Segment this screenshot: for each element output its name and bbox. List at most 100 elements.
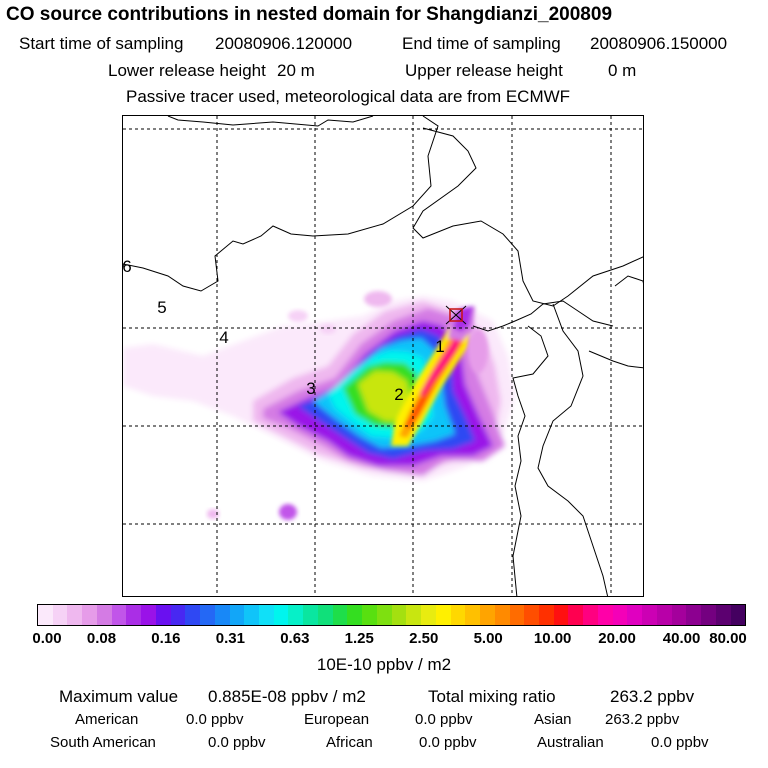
legend-color-cell	[170, 605, 186, 625]
legend-color-cell	[38, 605, 53, 625]
zone-label-1: 1	[435, 337, 445, 356]
upper-height-value: 0 m	[608, 61, 637, 80]
legend-color-cell	[656, 605, 672, 625]
region-name-african: African	[326, 734, 373, 751]
region-name-asian: Asian	[534, 711, 572, 728]
tracer-note: Passive tracer used, meteorological data…	[126, 87, 571, 106]
legend-tick-label: 5.00	[473, 630, 503, 647]
region-value-australian: 0.0 ppbv	[651, 734, 709, 751]
legend-color-cell	[214, 605, 230, 625]
region-name-south-american: South American	[50, 734, 156, 751]
legend-color-cell	[553, 605, 569, 625]
lat-lon-grid	[123, 116, 643, 596]
legend-color-cell	[494, 605, 510, 625]
legend-color-cell	[288, 605, 304, 625]
max-value: 0.885E-08 ppbv / m2	[208, 687, 366, 706]
end-time-value: 20080906.150000	[590, 34, 728, 53]
legend-color-cell	[111, 605, 127, 625]
legend-color-cell	[597, 605, 613, 625]
legend-color-cell	[67, 605, 83, 625]
region-value-european: 0.0 ppbv	[415, 711, 473, 728]
legend-color-cell	[627, 605, 643, 625]
zone-label-5: 5	[157, 298, 167, 317]
legend-color-cell	[303, 605, 318, 625]
legend-color-cell	[52, 605, 68, 625]
legend-color-cell	[509, 605, 525, 625]
legend-color-cell	[715, 605, 731, 625]
legend-color-cell	[185, 605, 201, 625]
legend-color-cell	[480, 605, 495, 625]
end-time-label: End time of sampling	[402, 34, 561, 53]
legend-color-cell	[391, 605, 407, 625]
legend-tick-label: 0.16	[151, 630, 181, 647]
region-name-american: American	[75, 711, 139, 728]
legend-color-cell	[686, 605, 702, 625]
legend-color-cell	[730, 605, 746, 625]
legend-color-cell	[362, 605, 377, 625]
legend-color-cell	[200, 605, 215, 625]
legend-tick-label: 0.00	[32, 630, 62, 647]
region-value-south-american: 0.0 ppbv	[208, 734, 266, 751]
legend-color-cell	[244, 605, 260, 625]
region-name-australian: Australian	[537, 734, 604, 751]
upper-height-label: Upper release height	[405, 61, 563, 80]
zone-label-6: 6	[122, 257, 132, 276]
zone-label-3: 3	[306, 379, 316, 398]
legend-color-cell	[96, 605, 112, 625]
lower-height-value: 20 m	[277, 61, 315, 80]
legend-tick-label: 1.25	[344, 630, 374, 647]
legend-color-cell	[141, 605, 156, 625]
region-value-american: 0.0 ppbv	[186, 711, 244, 728]
legend-tick-label: 0.08	[86, 630, 117, 647]
start-time-label: Start time of sampling	[19, 34, 184, 53]
color-legend-unit: 10E-10 ppbv / m2	[316, 655, 452, 674]
legend-color-cell	[229, 605, 245, 625]
concentration-plume	[123, 291, 515, 520]
legend-color-cell	[612, 605, 628, 625]
plot-title: CO source contributions in nested domain…	[6, 4, 613, 25]
map-canvas	[123, 116, 643, 596]
legend-color-cell	[671, 605, 687, 625]
receptor-marker	[445, 305, 467, 325]
map-panel	[122, 115, 644, 597]
legend-tick-label: 20.00	[598, 630, 636, 647]
legend-color-cell	[421, 605, 436, 625]
legend-color-cell	[332, 605, 348, 625]
legend-color-cell	[642, 605, 657, 625]
zone-label-4: 4	[219, 328, 229, 347]
legend-color-cell	[583, 605, 598, 625]
legend-color-cell	[273, 605, 289, 625]
legend-color-cell	[317, 605, 333, 625]
legend-color-cell	[155, 605, 171, 625]
total-mixing-value: 263.2 ppbv	[610, 687, 695, 706]
region-value-asian: 263.2 ppbv	[605, 711, 680, 728]
legend-color-cell	[568, 605, 584, 625]
max-value-label: Maximum value	[59, 687, 179, 706]
legend-color-cell	[347, 605, 363, 625]
legend-color-cell	[524, 605, 539, 625]
legend-tick-label: 0.31	[215, 630, 245, 647]
legend-color-cell	[259, 605, 274, 625]
region-name-european: European	[304, 711, 370, 728]
total-mixing-label: Total mixing ratio	[428, 687, 556, 706]
legend-color-cell	[465, 605, 481, 625]
legend-color-cell	[376, 605, 392, 625]
legend-color-cell	[450, 605, 466, 625]
legend-color-cell	[435, 605, 451, 625]
legend-tick-label: 10.00	[533, 630, 572, 647]
start-time-value: 20080906.120000	[215, 34, 353, 53]
legend-tick-label: 80.00	[709, 630, 747, 647]
legend-color-cell	[538, 605, 554, 625]
legend-tick-label: 0.63	[280, 630, 310, 647]
lower-height-label: Lower release height	[108, 61, 266, 80]
legend-tick-label: 2.50	[409, 630, 439, 647]
zone-label-2: 2	[394, 385, 404, 404]
color-legend-bar	[37, 604, 746, 626]
legend-tick-label: 40.00	[662, 630, 701, 647]
legend-color-cell	[82, 605, 97, 625]
legend-color-cell	[406, 605, 422, 625]
region-value-african: 0.0 ppbv	[419, 734, 477, 751]
country-borders	[123, 116, 643, 596]
legend-color-cell	[701, 605, 716, 625]
legend-color-cell	[126, 605, 142, 625]
